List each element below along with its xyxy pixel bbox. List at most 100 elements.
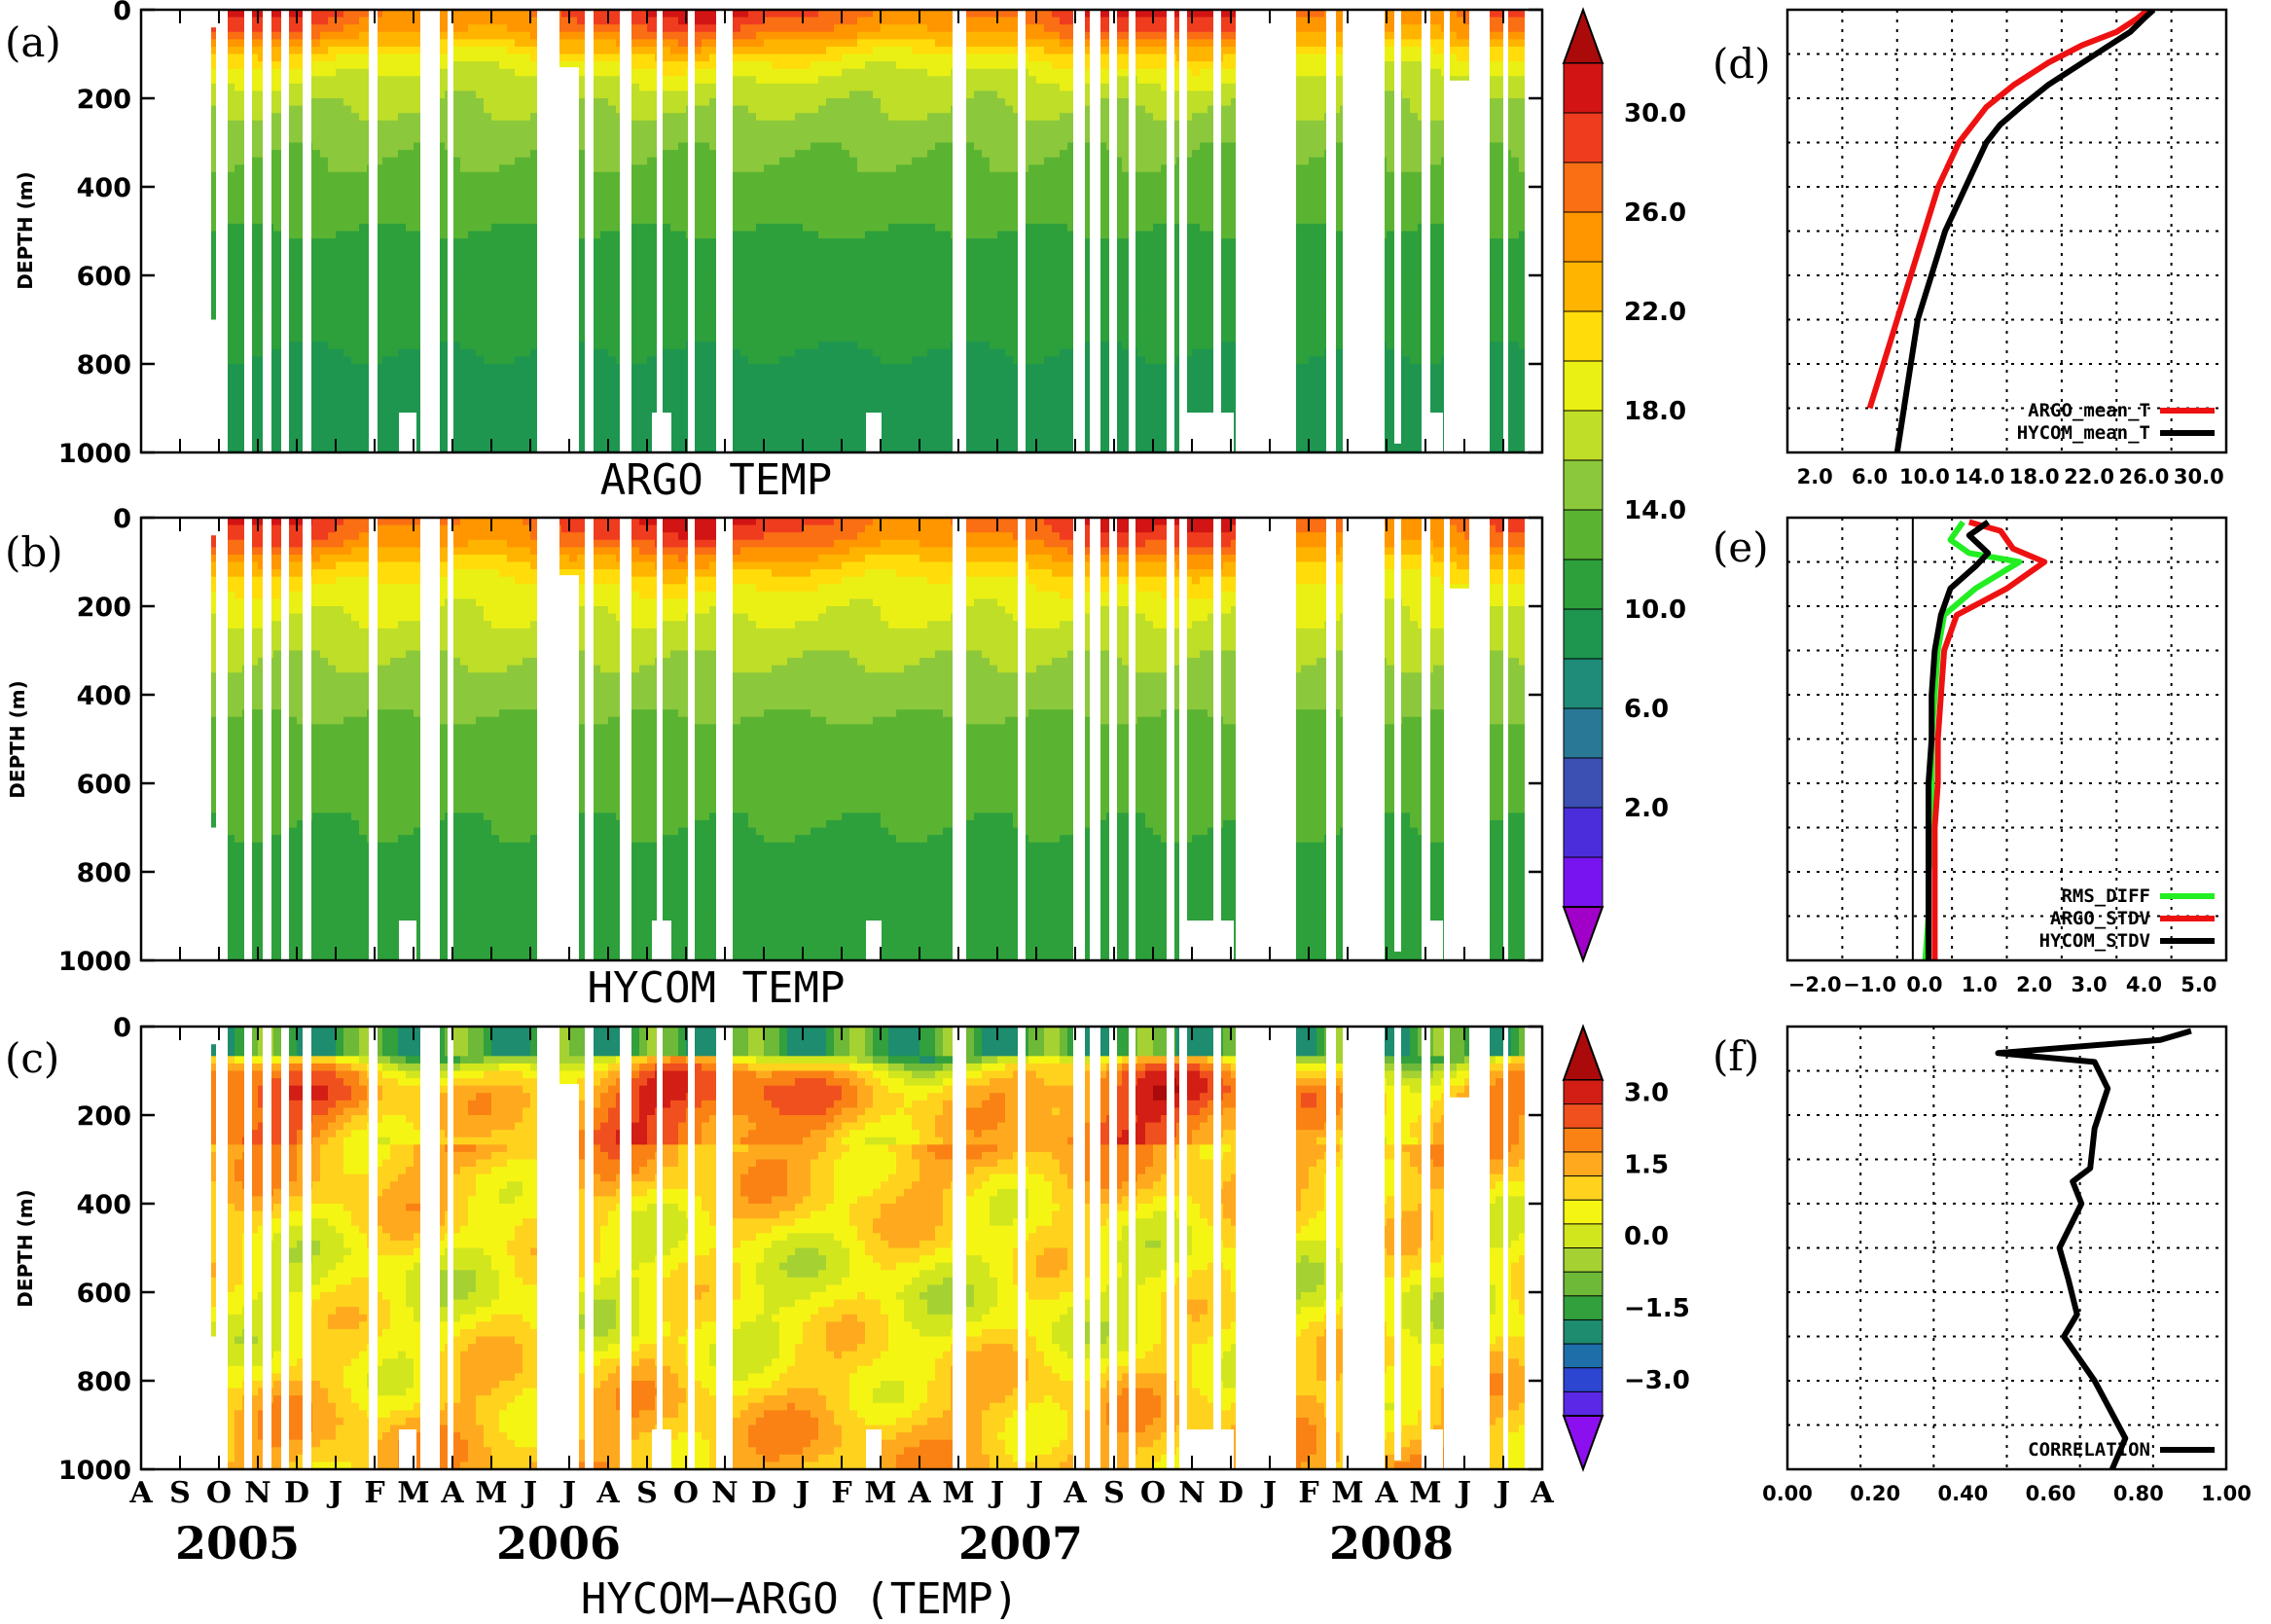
field-cell — [227, 223, 235, 233]
field-cell — [258, 282, 267, 291]
field-cell — [312, 334, 321, 343]
field-cell — [414, 400, 422, 410]
field-cell — [328, 445, 337, 452]
field-cell — [414, 134, 422, 144]
field-cell — [694, 253, 703, 262]
field-cell — [499, 319, 508, 328]
field-cell — [779, 305, 788, 313]
field-cell — [756, 356, 765, 365]
field-cell — [382, 194, 391, 202]
field-cell — [234, 430, 243, 439]
field-cell — [382, 68, 391, 77]
field-cell — [375, 76, 383, 85]
field-cell — [273, 10, 282, 18]
field-cell — [414, 408, 422, 416]
field-cell — [702, 39, 710, 48]
field-cell — [452, 393, 461, 402]
field-cell — [336, 342, 344, 350]
field-cell — [647, 430, 656, 439]
field-cell — [234, 415, 243, 424]
field-cell — [772, 231, 780, 239]
field-cell — [468, 260, 477, 270]
field-cell — [382, 113, 391, 122]
field-cell — [639, 393, 648, 402]
field-cell — [227, 385, 235, 394]
field-cell — [678, 379, 687, 387]
field-cell — [320, 275, 329, 284]
field-cell — [733, 408, 741, 416]
field-cell — [593, 445, 601, 452]
field-cell — [515, 334, 523, 343]
field-cell — [250, 275, 259, 284]
field-cell — [678, 290, 687, 299]
field-cell — [709, 194, 718, 202]
field-cell — [499, 187, 508, 196]
field-cell — [343, 238, 352, 247]
field-cell — [328, 231, 337, 239]
field-cell — [484, 348, 492, 358]
field-cell — [234, 127, 243, 136]
field-cell — [663, 134, 671, 144]
field-cell — [756, 105, 765, 114]
field-cell — [398, 371, 407, 379]
field-cell — [764, 113, 773, 122]
field-cell — [639, 113, 648, 122]
field-cell — [748, 260, 757, 270]
field-cell — [452, 275, 461, 284]
field-cell — [312, 98, 321, 107]
field-cell — [709, 282, 718, 291]
field-cell — [702, 282, 710, 291]
field-cell — [764, 422, 773, 431]
field-cell — [414, 150, 422, 159]
field-cell — [670, 120, 679, 128]
field-cell — [460, 282, 469, 291]
field-cell — [772, 10, 780, 18]
field-cell — [709, 437, 718, 447]
field-cell — [297, 31, 306, 40]
field-cell — [733, 334, 741, 343]
field-cell — [772, 134, 780, 144]
field-cell — [297, 327, 306, 336]
field-cell — [452, 105, 461, 114]
field-cell — [756, 208, 765, 217]
field-cell — [375, 437, 383, 447]
field-cell — [670, 194, 679, 202]
field-cell — [258, 238, 267, 247]
field-cell — [234, 76, 243, 85]
field-cell — [694, 46, 703, 55]
field-cell — [375, 445, 383, 452]
field-cell — [468, 290, 477, 299]
field-cell — [484, 305, 492, 313]
field-cell — [577, 319, 586, 328]
field-cell — [351, 238, 360, 247]
field-cell — [476, 319, 485, 328]
field-cell — [530, 120, 539, 128]
field-cell — [600, 290, 609, 299]
field-cell — [258, 113, 267, 122]
field-cell — [406, 201, 415, 210]
field-cell — [779, 39, 788, 48]
field-cell — [515, 253, 523, 262]
field-cell — [577, 157, 586, 165]
field-cell — [234, 164, 243, 173]
field-cell — [694, 187, 703, 196]
field-cell — [523, 61, 531, 70]
field-cell — [515, 297, 523, 306]
field-cell — [320, 311, 329, 321]
field-cell — [639, 83, 648, 92]
field-cell — [468, 253, 477, 262]
field-cell — [328, 76, 337, 85]
field-cell — [297, 430, 306, 439]
field-cell — [631, 46, 640, 55]
field-cell — [748, 253, 757, 262]
field-cell — [491, 54, 500, 62]
field-cell — [709, 275, 718, 284]
field-cell — [530, 311, 539, 321]
field-cell — [530, 400, 539, 410]
field-cell — [250, 216, 259, 225]
field-cell — [289, 157, 298, 165]
field-cell — [733, 371, 741, 379]
field-cell — [523, 105, 531, 114]
field-cell — [297, 208, 306, 217]
field-cell — [779, 142, 788, 151]
